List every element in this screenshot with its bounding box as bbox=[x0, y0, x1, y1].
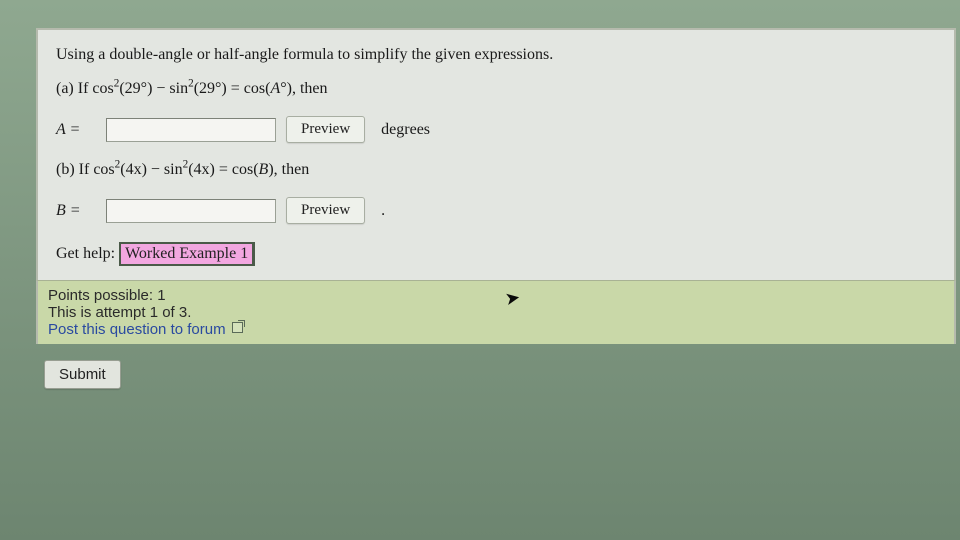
part-a-varunit: °), then bbox=[280, 80, 327, 97]
preview-a-button[interactable]: Preview bbox=[286, 116, 365, 143]
trailing-b: . bbox=[381, 202, 385, 220]
question-panel: Using a double-angle or half-angle formu… bbox=[36, 28, 956, 280]
part-b-prefix: (b) If cos bbox=[56, 161, 115, 178]
part-b-eq: = cos( bbox=[215, 161, 259, 178]
part-b-arg2: (4x) bbox=[188, 161, 215, 178]
submit-button[interactable]: Submit bbox=[44, 360, 121, 389]
part-a-input-row: A = Preview degrees bbox=[56, 116, 936, 143]
part-a-eq: = cos( bbox=[227, 80, 271, 97]
part-a-arg1: (29°) bbox=[119, 80, 152, 97]
part-a-expression: (a) If cos2(29°) − sin2(29°) = cos(A°), … bbox=[56, 80, 936, 98]
info-panel: Points possible: 1 This is attempt 1 of … bbox=[36, 280, 956, 344]
label-b-equals: B = bbox=[56, 202, 96, 220]
submit-row: Submit bbox=[36, 344, 960, 389]
forum-link[interactable]: Post this question to forum bbox=[48, 321, 243, 338]
part-b-suffix: ), then bbox=[268, 161, 309, 178]
get-help-label: Get help: bbox=[56, 245, 115, 262]
attempt-info: This is attempt 1 of 3. bbox=[48, 304, 944, 321]
worked-example-link[interactable]: Worked Example 1 bbox=[119, 242, 255, 266]
part-b-var: B bbox=[259, 161, 269, 178]
preview-b-button[interactable]: Preview bbox=[286, 197, 365, 224]
label-a-equals: A = bbox=[56, 121, 96, 139]
part-b-input-row: B = Preview . bbox=[56, 197, 936, 224]
part-a-minus: − sin bbox=[152, 80, 188, 97]
input-a[interactable] bbox=[106, 118, 276, 142]
part-b-minus: − sin bbox=[147, 161, 183, 178]
external-link-icon bbox=[232, 322, 243, 333]
get-help-row: Get help: Worked Example 1 bbox=[56, 242, 936, 266]
part-a-prefix: (a) If cos bbox=[56, 80, 114, 97]
part-a-var: A bbox=[270, 80, 280, 97]
instruction-text: Using a double-angle or half-angle formu… bbox=[56, 46, 936, 64]
part-b-arg1: (4x) bbox=[120, 161, 147, 178]
part-b-expression: (b) If cos2(4x) − sin2(4x) = cos(B), the… bbox=[56, 161, 936, 179]
unit-a: degrees bbox=[381, 121, 430, 139]
input-b[interactable] bbox=[106, 199, 276, 223]
points-possible: Points possible: 1 bbox=[48, 287, 944, 304]
part-a-arg2: (29°) bbox=[194, 80, 227, 97]
forum-link-text: Post this question to forum bbox=[48, 321, 226, 338]
